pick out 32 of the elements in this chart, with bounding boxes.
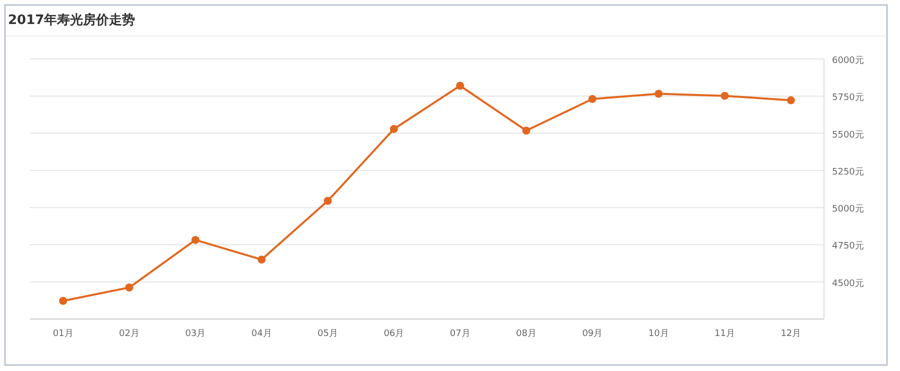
x-tick-label: 09月 (582, 329, 603, 339)
point (390, 124, 398, 133)
y-tick-label: 5000元 (832, 204, 864, 215)
x-tick-label: 11月 (714, 329, 735, 339)
y-tick-label: 6000元 (832, 55, 864, 66)
y-tick-label: 4500元 (832, 278, 864, 289)
x-tick-label: 07月 (450, 329, 470, 339)
y-tick-label: 5500元 (832, 129, 864, 140)
x-tick-label: 10月 (648, 329, 669, 339)
point (324, 196, 332, 205)
point (191, 236, 200, 244)
point (125, 284, 134, 292)
x-tick-label: 08月 (516, 329, 536, 339)
point (456, 82, 464, 90)
x-tick-label: 04月 (251, 329, 272, 339)
y-tick-label: 5250元 (832, 166, 864, 178)
point (258, 256, 266, 264)
point (654, 90, 663, 98)
point (588, 94, 596, 103)
x-tick-label: 01月 (52, 329, 74, 339)
x-tick-label: 02月 (119, 329, 140, 339)
point (522, 126, 530, 135)
x-tick-label: 12月 (780, 329, 802, 339)
chart-title: 2017年寿光房价走势 (8, 12, 136, 28)
point (720, 92, 729, 100)
y-tick-label: 4750元 (832, 240, 864, 252)
x-tick-label: 03月 (185, 329, 206, 339)
point (59, 296, 68, 305)
point (786, 96, 795, 104)
x-tick-label: 05月 (318, 329, 338, 339)
x-tick-label: 06月 (384, 329, 404, 339)
y-tick-label: 5750元 (832, 92, 864, 104)
